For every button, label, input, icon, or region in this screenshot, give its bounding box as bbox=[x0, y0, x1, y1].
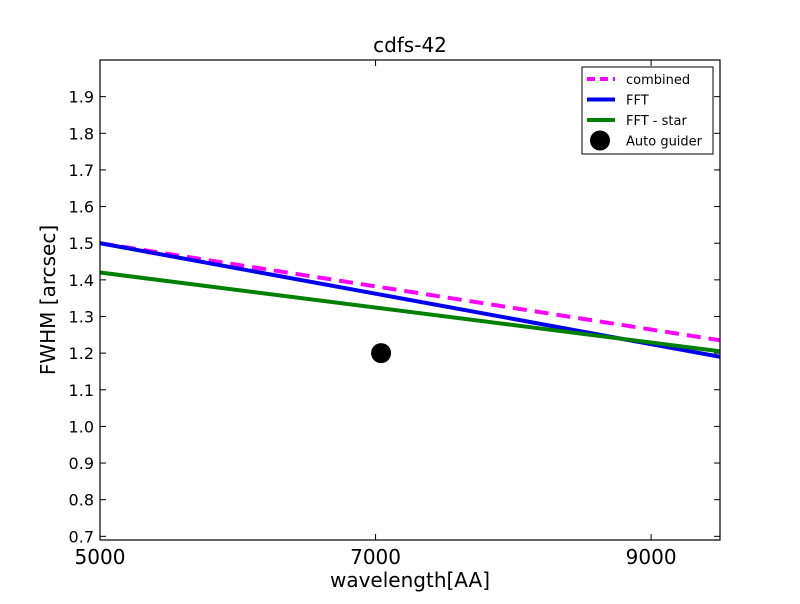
legend-marker-auto-guider bbox=[590, 130, 610, 151]
y-tick-label: 1.8 bbox=[69, 124, 94, 143]
data-point-auto-guider bbox=[371, 343, 392, 364]
y-tick-label: 1.7 bbox=[69, 161, 94, 180]
chart-title: cdfs-42 bbox=[373, 33, 447, 57]
x-tick-label: 5000 bbox=[75, 545, 126, 569]
y-tick-label: 1.0 bbox=[69, 417, 94, 436]
y-tick-label: 0.7 bbox=[69, 527, 94, 546]
y-tick-label: 1.1 bbox=[69, 381, 94, 400]
y-tick-label: 1.2 bbox=[69, 344, 94, 363]
x-tick-label: 7000 bbox=[350, 545, 401, 569]
series-group bbox=[100, 241, 720, 364]
legend: combined FFT FFT - star Auto guider bbox=[581, 66, 714, 155]
y-tick-label: 0.9 bbox=[69, 454, 94, 473]
legend-label-fft: FFT bbox=[626, 94, 649, 109]
y-tick-label: 1.3 bbox=[69, 307, 94, 326]
legend-label-fft-star: FFT - star bbox=[626, 114, 687, 129]
y-tick-label: 1.5 bbox=[69, 234, 94, 253]
y-axis-label: FWHM [arcsec] bbox=[36, 225, 60, 375]
x-axis-label: wavelength[AA] bbox=[330, 568, 490, 592]
legend-label-auto-guider: Auto guider bbox=[626, 135, 703, 150]
legend-label-combined: combined bbox=[626, 73, 690, 88]
y-tick-label: 1.4 bbox=[69, 271, 94, 290]
series-line-combined bbox=[100, 241, 720, 343]
x-tick-label: 9000 bbox=[626, 545, 677, 569]
series-line-fft-star bbox=[100, 270, 720, 354]
y-tick-label: 1.9 bbox=[69, 88, 94, 107]
plot-area: 0.7 0.8 0.9 1.0 1.1 1.2 1.3 1.4 1.5 1.6 1.7 1.8 1.9 5… bbox=[69, 59, 721, 569]
y-tick-label: 0.8 bbox=[69, 491, 94, 510]
y-tick-label: 1.6 bbox=[69, 198, 94, 217]
plot-frame bbox=[99, 59, 721, 541]
